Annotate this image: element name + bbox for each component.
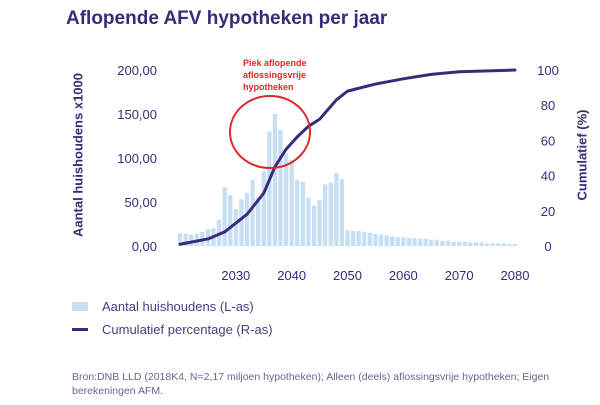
- bar-2037: [272, 114, 278, 246]
- bar-2043: [306, 197, 311, 246]
- x-tick-2040: 2040: [277, 268, 306, 283]
- legend-swatch-bars: [72, 302, 88, 311]
- bar-2069: [451, 241, 456, 246]
- annotation-line-1: Piek aflopende: [243, 58, 307, 68]
- bar-2078: [501, 243, 507, 246]
- legend-item-bars: Aantal huishoudens (L-as): [72, 299, 254, 314]
- y-tick-right-2: 40: [541, 169, 555, 184]
- bar-2063: [417, 238, 423, 246]
- bar-2040: [289, 159, 294, 246]
- x-tick-2050: 2050: [333, 268, 362, 283]
- chart-title: Aflopende AFV hypotheken per jaar: [66, 8, 388, 29]
- legend-label-bars: Aantal huishoudens (L-as): [102, 299, 254, 314]
- bar-2057: [384, 235, 389, 246]
- bar-2059: [395, 237, 400, 246]
- bar-2045: [317, 200, 322, 246]
- y-tick-left-1: 50,00: [124, 195, 157, 210]
- y-tick-left-4: 200,00: [117, 63, 157, 78]
- bar-2020: [177, 232, 183, 246]
- bar-2074: [479, 242, 484, 246]
- bar-2060: [401, 237, 406, 246]
- bar-2062: [412, 238, 417, 246]
- bar-2032: [244, 193, 250, 246]
- y-ticks-left: 0,00 50,00 100,00 150,00 200,00: [117, 63, 157, 254]
- y-tick-right-3: 60: [541, 133, 555, 148]
- bar-2030: [233, 209, 239, 246]
- y-tick-right-5: 100: [537, 63, 559, 78]
- bar-2068: [445, 240, 451, 246]
- x-tick-2060: 2060: [389, 268, 418, 283]
- bar-2066: [434, 239, 440, 246]
- x-tick-2070: 2070: [445, 268, 474, 283]
- annotation-line-2: aflossingsvrije: [243, 70, 306, 80]
- bar-2039: [283, 153, 289, 246]
- bar-2049: [339, 179, 345, 246]
- y-ticks-right: 0 20 40 60 80 100: [537, 63, 559, 254]
- bar-series: [177, 114, 518, 246]
- legend-label-line: Cumulatief percentage (R-as): [102, 322, 273, 337]
- x-ticks: 2030 2040 2050 2060 2070 2080: [221, 268, 529, 283]
- legend-item-line: Cumulatief percentage (R-as): [72, 322, 273, 337]
- annotation-line-3: hypotheken: [243, 82, 294, 92]
- bar-2056: [378, 234, 384, 246]
- peak-highlight-circle: [229, 95, 311, 169]
- bar-2038: [278, 129, 283, 246]
- bar-2041: [295, 180, 300, 246]
- bar-2079: [507, 244, 512, 246]
- bar-2072: [468, 242, 473, 246]
- bar-2075: [484, 243, 490, 246]
- y-tick-right-1: 20: [541, 204, 555, 219]
- bar-2022: [188, 234, 194, 246]
- bar-2051: [350, 231, 356, 246]
- legend-swatch-line: [72, 328, 88, 331]
- y-tick-left-0: 0,00: [132, 239, 157, 254]
- bar-2036: [267, 131, 272, 246]
- bar-2067: [440, 240, 445, 246]
- bar-2053: [362, 231, 367, 246]
- x-tick-2030: 2030: [221, 268, 250, 283]
- bar-2047: [328, 182, 333, 246]
- bar-2042: [300, 181, 306, 246]
- bar-2044: [311, 205, 317, 246]
- bar-2046: [322, 184, 328, 246]
- bar-2034: [255, 197, 261, 246]
- bar-2071: [462, 241, 467, 246]
- y-tick-left-3: 150,00: [117, 107, 157, 122]
- bar-2064: [423, 238, 428, 246]
- bar-2029: [228, 194, 233, 246]
- bar-2054: [367, 232, 373, 246]
- bar-2031: [239, 199, 244, 246]
- bar-2050: [345, 230, 350, 246]
- x-tick-2080: 2080: [501, 268, 530, 283]
- bar-2070: [456, 241, 462, 246]
- bar-2021: [183, 233, 188, 246]
- bar-2055: [373, 233, 378, 246]
- bar-2073: [473, 242, 479, 246]
- bar-2058: [389, 236, 395, 246]
- bar-2035: [261, 171, 266, 246]
- bar-2052: [356, 231, 361, 246]
- y-tick-left-2: 100,00: [117, 151, 157, 166]
- bar-2077: [496, 243, 501, 246]
- cumulative-line: [178, 68, 517, 246]
- bar-2033: [250, 180, 255, 246]
- y-tick-right-4: 80: [541, 98, 555, 113]
- bar-2065: [429, 239, 434, 246]
- y-tick-right-0: 0: [544, 239, 551, 254]
- bar-2061: [406, 238, 412, 246]
- bar-2080: [512, 244, 518, 246]
- source-note: Bron:DNB LLD (2018K4, N=2,17 miljoen hyp…: [72, 371, 550, 397]
- annotation-text: Piek aflopende aflossingsvrije hypotheke…: [243, 58, 309, 92]
- bar-2076: [490, 243, 495, 246]
- bar-2028: [222, 187, 227, 246]
- bar-2048: [334, 172, 339, 246]
